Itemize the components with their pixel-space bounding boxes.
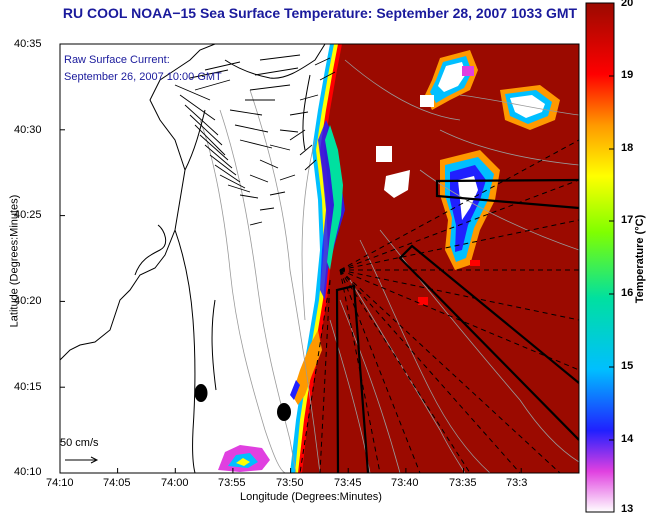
station-marker [277,403,291,421]
scale-arrow [65,456,99,464]
y-tick-label: 40:10 [14,466,42,478]
y-axis-label: Latitude (Degrees:Minutes) [8,194,21,328]
shipping-lanes [335,178,579,473]
map-plot-area [60,44,579,473]
colorbar-tick-label: 20 [621,0,634,9]
colorbar [585,2,615,513]
current-label-line1: Raw Surface Current: [64,54,170,66]
colorbar-tick-label: 19 [621,69,634,81]
y-tick-label: 40:15 [14,381,42,393]
y-tick-label: 40:20 [14,295,42,307]
x-tick-label: 73:40 [391,477,419,489]
scale-label: 50 cm/s [60,437,99,449]
colorbar-tick-label: 17 [621,214,634,226]
radial-dashed-lines [299,139,579,473]
x-tick-label: 73:3 [506,477,528,489]
y-tick-label: 40:35 [14,38,42,50]
colorbar-tick-label: 18 [621,142,634,154]
colorbar-tick-label: 14 [621,433,634,445]
map-title: RU COOL NOAA−15 Sea Surface Temperature:… [62,5,578,21]
y-tick-label: 40:25 [14,209,42,221]
x-tick-label: 74:05 [103,477,131,489]
y-tick-label: 40:30 [14,124,42,136]
x-axis-label: Longitude (Degrees:Minutes) [240,491,382,503]
colorbar-tick-label: 16 [621,287,634,299]
colorbar-label: Temperature (°C) [634,214,646,304]
x-tick-label: 73:45 [334,477,362,489]
surface-current-vectors [174,54,336,226]
colorbar-ticks [609,75,614,441]
x-tick-label: 73:50 [276,477,304,489]
x-tick-label: 74:00 [161,477,189,489]
axis-ticks [59,43,580,474]
x-tick-label: 73:55 [218,477,246,489]
current-label-line2: September 26, 2007 10:00 GMT [64,71,222,83]
x-tick-label: 74:10 [46,477,74,489]
x-tick-label: 73:35 [449,477,477,489]
colorbar-tick-label: 13 [621,503,634,515]
plot-frame [59,43,580,474]
colorbar-tick-label: 15 [621,360,634,372]
station-marker [194,384,208,402]
